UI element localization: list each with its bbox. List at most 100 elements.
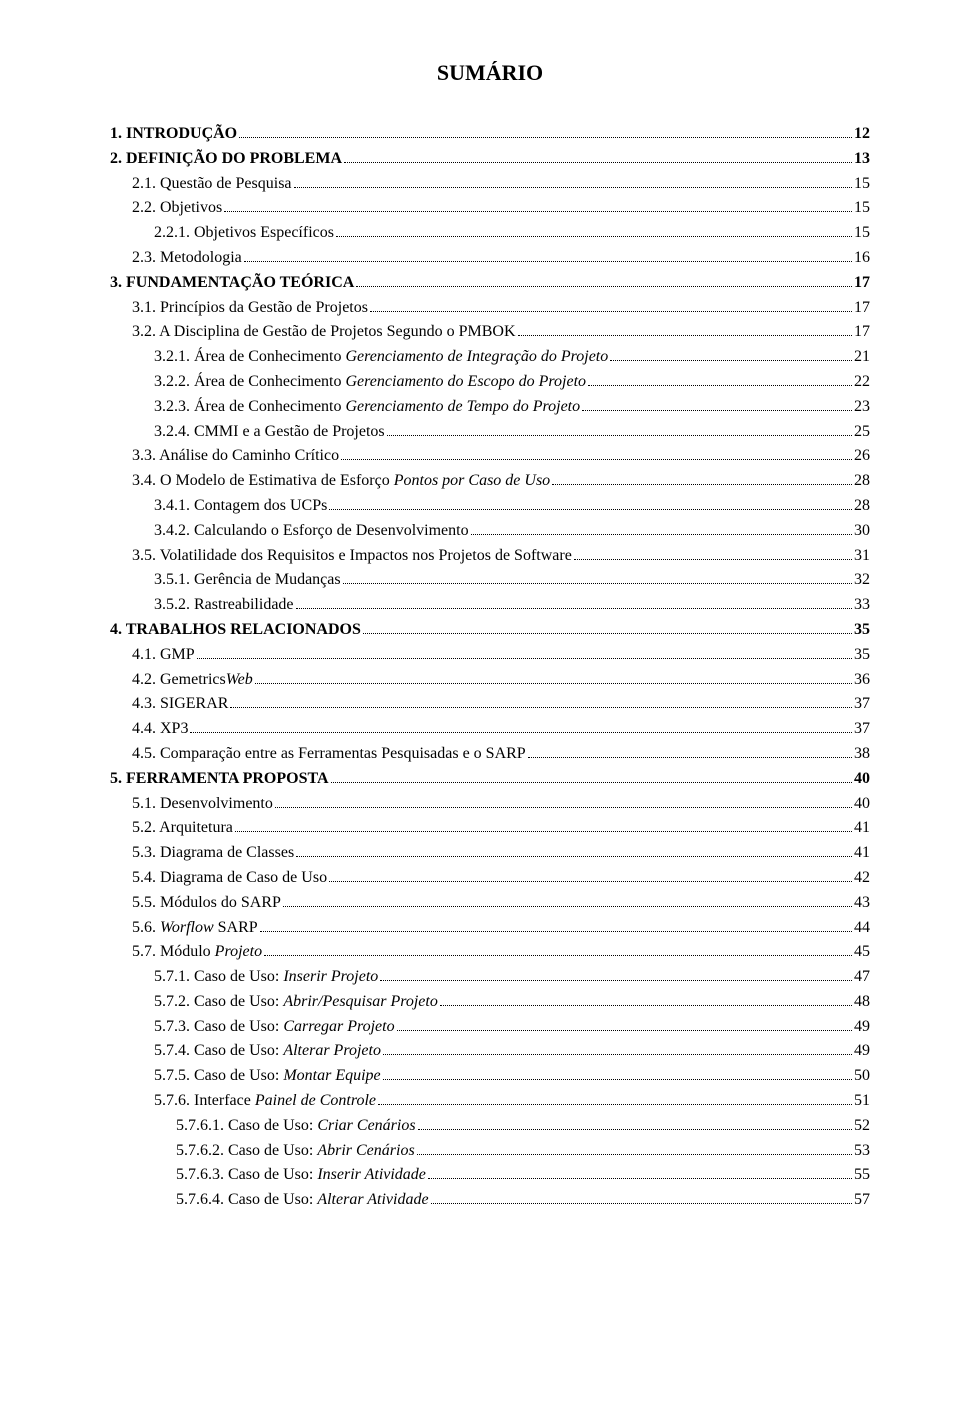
toc-dot-leader bbox=[255, 683, 852, 684]
toc-entry-label: 5.7.6.2. Caso de Uso: Abrir Cenários bbox=[176, 1139, 415, 1164]
toc-entry-label: 3.1. Princípios da Gestão de Projetos bbox=[132, 296, 368, 321]
toc-entry-label: 5.7.1. Caso de Uso: Inserir Projeto bbox=[154, 965, 378, 990]
toc-entry-page: 50 bbox=[854, 1064, 870, 1089]
toc-entry-page: 47 bbox=[854, 965, 870, 990]
toc-dot-leader bbox=[552, 484, 852, 485]
toc-entry: 5.7.6.1. Caso de Uso: Criar Cenários52 bbox=[110, 1114, 870, 1139]
toc-entry: 5.6. Worflow SARP44 bbox=[110, 916, 870, 941]
toc-dot-leader bbox=[296, 608, 852, 609]
toc-entry-page: 15 bbox=[854, 196, 870, 221]
toc-entry-label: 5.7.2. Caso de Uso: Abrir/Pesquisar Proj… bbox=[154, 990, 438, 1015]
toc-entry-page: 31 bbox=[854, 544, 870, 569]
toc-dot-leader bbox=[588, 385, 852, 386]
toc-dot-leader bbox=[610, 360, 852, 361]
toc-entry-page: 13 bbox=[854, 147, 870, 172]
toc-entry: 5.7.2. Caso de Uso: Abrir/Pesquisar Proj… bbox=[110, 990, 870, 1015]
toc-entry: 5.1. Desenvolvimento40 bbox=[110, 792, 870, 817]
toc-dot-leader bbox=[294, 187, 852, 188]
toc-entry-label: 4.2. GemetricsWeb bbox=[132, 668, 253, 693]
toc-entry-label: 3.4.1. Contagem dos UCPs bbox=[154, 494, 327, 519]
toc-entry: 2.2. Objetivos 15 bbox=[110, 196, 870, 221]
toc-entry-label: 3.3. Análise do Caminho Crítico bbox=[132, 444, 339, 469]
toc-entry-page: 38 bbox=[854, 742, 870, 767]
toc-entry-label: 3.5. Volatilidade dos Requisitos e Impac… bbox=[132, 544, 572, 569]
toc-entry: 5.3. Diagrama de Classes 41 bbox=[110, 841, 870, 866]
toc-dot-leader bbox=[230, 707, 852, 708]
toc-dot-leader bbox=[518, 335, 852, 336]
toc-entry: 3.3. Análise do Caminho Crítico26 bbox=[110, 444, 870, 469]
toc-entry: 2. DEFINIÇÃO DO PROBLEMA13 bbox=[110, 147, 870, 172]
toc-entry-page: 40 bbox=[854, 767, 870, 792]
toc-dot-leader bbox=[370, 311, 852, 312]
toc-dot-leader bbox=[264, 955, 852, 956]
toc-entry: 5.7.6.3. Caso de Uso: Inserir Atividade5… bbox=[110, 1163, 870, 1188]
toc-entry-page: 33 bbox=[854, 593, 870, 618]
toc-dot-leader bbox=[387, 435, 852, 436]
toc-entry-page: 22 bbox=[854, 370, 870, 395]
toc-entry: 5.7.1. Caso de Uso: Inserir Projeto 47 bbox=[110, 965, 870, 990]
toc-entry-page: 12 bbox=[854, 122, 870, 147]
toc-entry-label: 5.7.6.1. Caso de Uso: Criar Cenários bbox=[176, 1114, 416, 1139]
toc-entry-label: 5.3. Diagrama de Classes bbox=[132, 841, 294, 866]
toc-entry-label: 5.2. Arquitetura bbox=[132, 816, 233, 841]
toc-entry-page: 35 bbox=[854, 618, 870, 643]
toc-dot-leader bbox=[344, 162, 852, 163]
toc-entry-page: 32 bbox=[854, 568, 870, 593]
toc-dot-leader bbox=[363, 633, 852, 634]
toc-entry-label: 3.2.1. Área de Conhecimento Gerenciament… bbox=[154, 345, 608, 370]
toc-entry-label: 2.3. Metodologia bbox=[132, 246, 242, 271]
toc-entry-label: 3.2. A Disciplina de Gestão de Projetos … bbox=[132, 320, 516, 345]
toc-entry: 3.4.2. Calculando o Esforço de Desenvolv… bbox=[110, 519, 870, 544]
toc-entry-page: 57 bbox=[854, 1188, 870, 1213]
toc-entry-label: 4.1. GMP bbox=[132, 643, 195, 668]
table-of-contents: 1. INTRODUÇÃO122. DEFINIÇÃO DO PROBLEMA1… bbox=[110, 122, 870, 1213]
toc-entry-label: 4.3. SIGERAR bbox=[132, 692, 228, 717]
toc-entry-page: 21 bbox=[854, 345, 870, 370]
toc-entry-label: 5.4. Diagrama de Caso de Uso bbox=[132, 866, 327, 891]
toc-dot-leader bbox=[471, 534, 852, 535]
toc-dot-leader bbox=[582, 410, 852, 411]
toc-dot-leader bbox=[383, 1079, 852, 1080]
toc-dot-leader bbox=[296, 856, 852, 857]
toc-dot-leader bbox=[356, 286, 852, 287]
toc-entry-page: 25 bbox=[854, 420, 870, 445]
toc-entry-label: 5.7. Módulo Projeto bbox=[132, 940, 262, 965]
toc-entry-label: 2.2. Objetivos bbox=[132, 196, 222, 221]
toc-entry-page: 49 bbox=[854, 1015, 870, 1040]
toc-entry-label: 2.1. Questão de Pesquisa bbox=[132, 172, 292, 197]
toc-entry: 3. FUNDAMENTAÇÃO TEÓRICA17 bbox=[110, 271, 870, 296]
toc-entry-page: 45 bbox=[854, 940, 870, 965]
toc-dot-leader bbox=[341, 459, 852, 460]
toc-entry: 5.7. Módulo Projeto 45 bbox=[110, 940, 870, 965]
toc-entry-page: 35 bbox=[854, 643, 870, 668]
toc-dot-leader bbox=[329, 509, 852, 510]
toc-dot-leader bbox=[190, 732, 852, 733]
toc-entry-page: 30 bbox=[854, 519, 870, 544]
toc-entry-label: 5.7.5. Caso de Uso: Montar Equipe bbox=[154, 1064, 381, 1089]
toc-entry-page: 53 bbox=[854, 1139, 870, 1164]
toc-entry-page: 41 bbox=[854, 841, 870, 866]
toc-dot-leader bbox=[283, 906, 852, 907]
toc-dot-leader bbox=[417, 1154, 852, 1155]
toc-entry: 3.2.4. CMMI e a Gestão de Projetos25 bbox=[110, 420, 870, 445]
toc-entry-label: 4. TRABALHOS RELACIONADOS bbox=[110, 618, 361, 643]
toc-entry: 3.4. O Modelo de Estimativa de Esforço P… bbox=[110, 469, 870, 494]
toc-entry: 3.4.1. Contagem dos UCPs 28 bbox=[110, 494, 870, 519]
toc-entry-page: 15 bbox=[854, 172, 870, 197]
toc-dot-leader bbox=[397, 1030, 852, 1031]
toc-entry-label: 3.2.2. Área de Conhecimento Gerenciament… bbox=[154, 370, 586, 395]
toc-entry-label: 5.7.4. Caso de Uso: Alterar Projeto bbox=[154, 1039, 381, 1064]
toc-dot-leader bbox=[239, 137, 852, 138]
toc-entry-label: 3.4.2. Calculando o Esforço de Desenvolv… bbox=[154, 519, 469, 544]
toc-entry: 4. TRABALHOS RELACIONADOS 35 bbox=[110, 618, 870, 643]
toc-entry-page: 17 bbox=[854, 296, 870, 321]
toc-entry-page: 40 bbox=[854, 792, 870, 817]
toc-entry-page: 48 bbox=[854, 990, 870, 1015]
toc-entry: 3.2.2. Área de Conhecimento Gerenciament… bbox=[110, 370, 870, 395]
toc-entry-label: 5.7.3. Caso de Uso: Carregar Projeto bbox=[154, 1015, 395, 1040]
toc-dot-leader bbox=[428, 1178, 852, 1179]
toc-entry-label: 2.2.1. Objetivos Específicos bbox=[154, 221, 334, 246]
toc-dot-leader bbox=[343, 583, 852, 584]
toc-entry-page: 28 bbox=[854, 469, 870, 494]
toc-entry-page: 28 bbox=[854, 494, 870, 519]
